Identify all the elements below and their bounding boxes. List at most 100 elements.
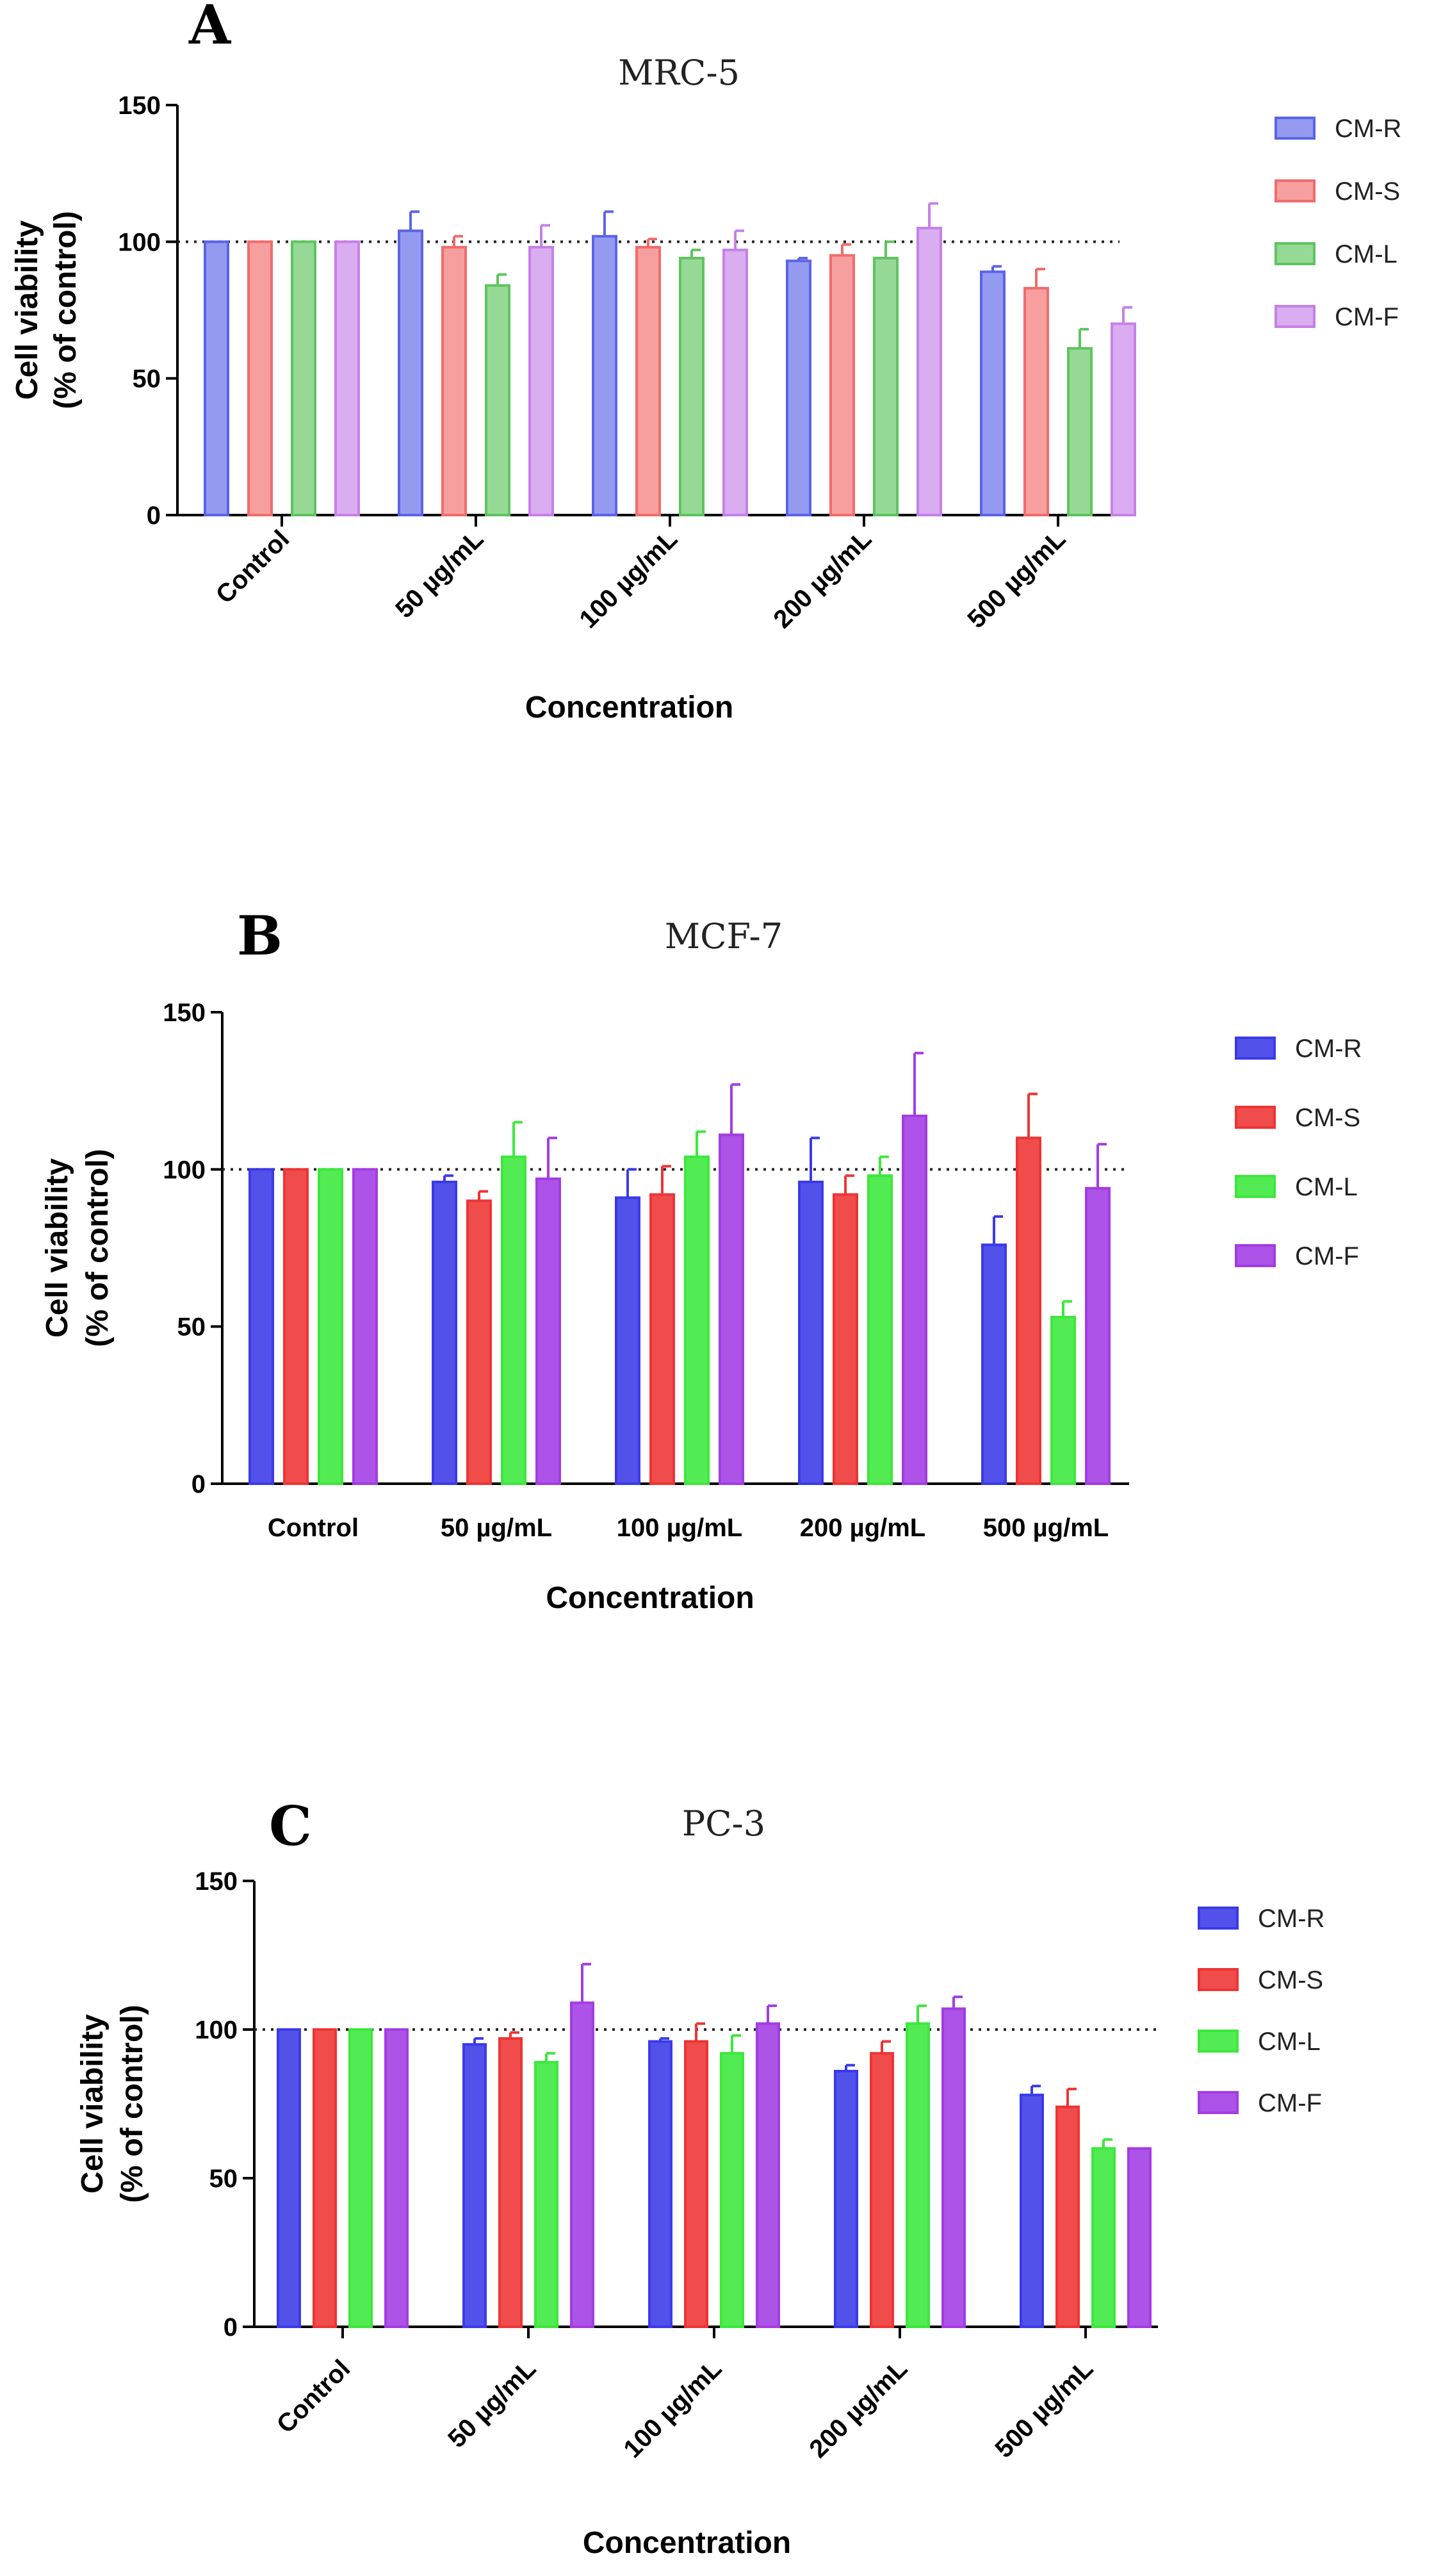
bar-CM-L-2	[679, 256, 705, 516]
bar-CM-L-0	[291, 240, 316, 516]
x-tick-label: 50 µg/mL	[443, 2354, 541, 2453]
y-tick-label: 0	[147, 502, 161, 530]
legend-label-CM-R: CM-R	[1335, 115, 1401, 143]
y-tick-label: 50	[209, 2165, 238, 2193]
bar-CM-S-3	[833, 1193, 858, 1485]
bar-CM-F-1	[528, 245, 554, 516]
y-tick-label: 150	[195, 1867, 238, 1896]
bar-CM-L-0	[348, 2028, 373, 2328]
legend-swatch-CM-L	[1198, 2030, 1239, 2053]
bar-CM-F-4	[1085, 1186, 1111, 1485]
bar-CM-F-0	[352, 1168, 378, 1486]
bar-CM-R-1	[432, 1180, 457, 1485]
chart-title: MRC-5	[618, 53, 740, 93]
y-tick-label: 100	[163, 1156, 206, 1184]
bar-CM-S-4	[1023, 286, 1049, 516]
bar-CM-S-2	[635, 245, 661, 516]
y-axis-title: Cell viability	[76, 2014, 110, 2194]
x-tick-label: 500 µg/mL	[983, 1514, 1109, 1542]
bar-CM-L-1	[534, 2061, 558, 2329]
legend-swatch-CM-F	[1275, 305, 1316, 328]
bar-CM-R-3	[798, 1180, 824, 1485]
bar-CM-R-4	[1020, 2094, 1044, 2329]
y-tick-label: 50	[177, 1313, 206, 1341]
legend-swatch-CM-R	[1235, 1037, 1276, 1060]
x-tick-label: Control	[268, 1514, 359, 1542]
legend-label-CM-F: CM-F	[1295, 1242, 1359, 1270]
bar-CM-S-0	[313, 2028, 337, 2328]
bar-CM-L-4	[1091, 2147, 1116, 2329]
y-tick-label: 100	[195, 2016, 238, 2044]
legend-label-CM-S: CM-S	[1335, 177, 1400, 206]
x-tick-label: 50 µg/mL	[441, 1514, 552, 1542]
panel-letter: B	[237, 904, 282, 967]
bar-CM-F-2	[722, 249, 748, 516]
legend-swatch-CM-L	[1235, 1175, 1276, 1198]
bar-CM-R-2	[648, 2040, 672, 2329]
bar-CM-S-4	[1016, 1136, 1041, 1486]
bar-CM-R-0	[277, 2028, 301, 2328]
bar-CM-R-3	[786, 259, 811, 516]
legend-swatch-CM-S	[1198, 1968, 1239, 1991]
x-tick-label: 100 µg/mL	[574, 525, 683, 634]
bar-CM-L-3	[873, 256, 899, 516]
bar-CM-R-1	[398, 229, 423, 516]
legend-label-CM-R: CM-R	[1295, 1035, 1362, 1063]
y-tick-label: 100	[118, 228, 161, 256]
legend-swatch-CM-S	[1235, 1106, 1276, 1129]
bar-CM-L-0	[318, 1168, 343, 1486]
bar-CM-S-1	[441, 245, 467, 516]
bar-CM-R-0	[204, 240, 229, 516]
chart-title: MCF-7	[665, 916, 783, 956]
legend-swatch-CM-F	[1198, 2091, 1239, 2114]
y-axis-title-2: (% of control)	[115, 2005, 149, 2203]
chart-panel-B: B MCF-7 0 50 100 150 Cell viability (% of contr…	[40, 904, 1362, 1615]
bar-CM-R-2	[592, 234, 617, 516]
bar-CM-L-4	[1050, 1315, 1076, 1486]
legend-label-CM-L: CM-L	[1295, 1173, 1358, 1201]
bar-CM-R-3	[834, 2069, 858, 2328]
bar-CM-S-1	[498, 2037, 523, 2328]
bar-CM-F-2	[756, 2022, 780, 2328]
bar-CM-F-1	[535, 1177, 561, 1485]
bar-CM-S-4	[1055, 2105, 1080, 2328]
chart-title: PC-3	[682, 1803, 765, 1844]
bar-CM-F-0	[334, 240, 360, 516]
x-tick-label: 100 µg/mL	[617, 1514, 742, 1542]
legend-swatch-CM-R	[1275, 117, 1316, 140]
bar-CM-S-0	[283, 1168, 309, 1486]
bar-CM-R-4	[980, 270, 1006, 516]
bar-CM-R-0	[248, 1168, 274, 1486]
panel-letter: C	[269, 1794, 312, 1858]
x-axis-title: Concentration	[583, 2526, 791, 2560]
bar-CM-R-1	[462, 2043, 487, 2328]
y-axis-title: Cell viability	[10, 220, 44, 400]
bar-CM-F-3	[902, 1114, 927, 1486]
chart-panel-C: C PC-3 0 50 100 150 Cell viability (% of contro…	[76, 1794, 1324, 2560]
bar-CM-R-4	[981, 1243, 1007, 1486]
legend-label-CM-F: CM-F	[1258, 2089, 1322, 2117]
bar-CM-L-3	[867, 1174, 893, 1485]
bar-CM-S-0	[247, 240, 273, 516]
x-tick-label: 100 µg/mL	[618, 2354, 727, 2463]
legend-label-CM-L: CM-L	[1258, 2028, 1321, 2056]
legend-swatch-CM-F	[1235, 1244, 1276, 1267]
legend-swatch-CM-R	[1198, 1907, 1239, 1930]
x-tick-label: 50 µg/mL	[390, 525, 489, 623]
y-axis-title: Cell viability	[40, 1158, 74, 1338]
bar-CM-S-2	[684, 2040, 708, 2329]
bar-CM-F-4	[1127, 2147, 1152, 2329]
bar-CM-L-2	[684, 1155, 710, 1485]
bar-CM-F-0	[384, 2028, 409, 2328]
bar-CM-L-4	[1067, 347, 1093, 516]
legend-label-CM-S: CM-S	[1295, 1104, 1360, 1132]
y-tick-label: 0	[191, 1470, 206, 1498]
bar-CM-F-1	[570, 2001, 594, 2328]
y-tick-label: 0	[224, 2313, 238, 2342]
x-axis-title: Concentration	[525, 691, 733, 725]
legend-swatch-CM-S	[1275, 179, 1316, 202]
bar-CM-L-2	[720, 2052, 744, 2329]
bar-CM-F-4	[1111, 322, 1136, 516]
x-tick-label: 200 µg/mL	[804, 2354, 913, 2463]
bar-CM-S-2	[649, 1193, 675, 1485]
